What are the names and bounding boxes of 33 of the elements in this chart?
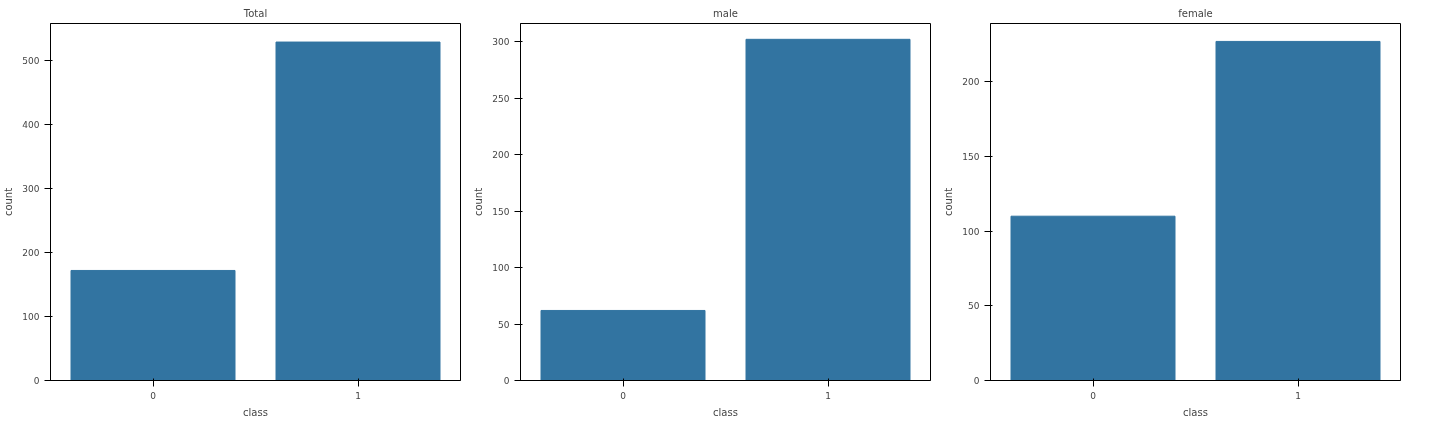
x-tick-label: 1 [1295, 390, 1301, 401]
x-tick-label: 0 [150, 390, 157, 401]
chart-title: female [1178, 7, 1213, 19]
x-axis-title: class [713, 406, 738, 418]
y-tick-label: 0 [33, 376, 40, 386]
y-tick-label: 0 [503, 376, 510, 386]
y-tick-label: 150 [492, 206, 510, 217]
y-tick-label: 400 [22, 120, 40, 131]
chart-title: Total [242, 7, 268, 19]
x-tick-label: 0 [1090, 390, 1097, 401]
y-tick-label: 300 [22, 184, 40, 195]
x-axis-title: class [243, 406, 268, 418]
y-tick-label: 200 [962, 77, 980, 88]
y-axis-title: count [943, 187, 955, 217]
y-tick-label: 100 [962, 226, 980, 237]
y-tick-label: 500 [22, 56, 40, 67]
chart-title: male [713, 7, 738, 19]
y-tick-label: 0 [973, 376, 980, 386]
y-tick-label: 100 [492, 263, 510, 274]
y-axis-title: count [3, 187, 15, 217]
x-tick-label: 1 [825, 390, 831, 401]
x-tick-label: 1 [355, 390, 361, 401]
y-tick-label: 50 [968, 301, 980, 312]
y-tick-label: 300 [492, 37, 510, 48]
y-tick-label: 100 [22, 312, 40, 323]
y-tick-label: 200 [22, 248, 40, 259]
y-tick-label: 150 [962, 151, 980, 162]
x-axis-title: class [1183, 406, 1208, 418]
y-tick-label: 200 [492, 150, 510, 161]
y-tick-label: 250 [492, 93, 510, 104]
y-tick-label: 50 [498, 319, 510, 330]
y-axis-title: count [473, 187, 485, 217]
x-tick-label: 0 [620, 390, 627, 401]
